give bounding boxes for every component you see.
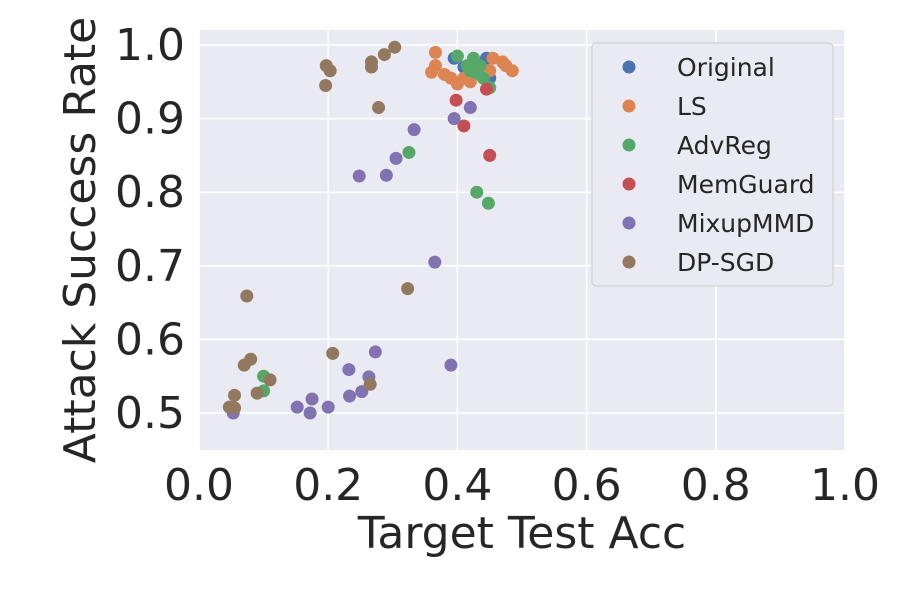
y-axis-label: Attack Success Rate (55, 17, 106, 463)
point-dp-sgd (363, 377, 377, 391)
point-mixupmmd (355, 385, 369, 399)
legend-box (591, 42, 834, 287)
point-advreg (450, 49, 464, 63)
point-dp-sgd (323, 64, 337, 78)
point-dp-sgd (372, 101, 386, 115)
legend: Original LS AdvReg MemGuard MixupMMD DP-SGD (591, 42, 834, 287)
x-tick-label: 1.0 (810, 460, 880, 511)
point-memguard (457, 119, 471, 133)
point-mixupmmd (389, 151, 403, 165)
legend-label-original: Original (677, 53, 775, 82)
point-advreg (473, 59, 487, 73)
x-tick-label: 0.8 (681, 460, 751, 511)
point-dp-sgd (240, 289, 254, 303)
point-dp-sgd (319, 78, 333, 92)
point-dp-sgd (228, 401, 242, 415)
point-mixupmmd (321, 400, 335, 414)
point-mixupmmd (428, 255, 442, 269)
point-advreg (481, 196, 495, 210)
point-dp-sgd (401, 282, 415, 296)
x-tick-label: 0.6 (552, 460, 622, 511)
y-tick-labels: 0.5 0.6 0.7 0.8 0.9 1.0 (115, 20, 185, 439)
legend-marker-memguard (622, 177, 636, 191)
point-mixupmmd (379, 168, 393, 182)
y-tick-label: 0.8 (115, 167, 185, 218)
point-memguard (449, 93, 463, 107)
point-memguard (479, 82, 493, 96)
point-dp-sgd (250, 386, 264, 400)
point-dp-sgd (326, 346, 340, 360)
point-mixupmmd (447, 112, 461, 126)
point-mixupmmd (303, 406, 317, 420)
point-dp-sgd (237, 358, 251, 372)
point-mixupmmd (290, 400, 304, 414)
point-mixupmmd (407, 123, 421, 137)
point-mixupmmd (463, 101, 477, 115)
data-points (222, 40, 519, 420)
point-mixupmmd (342, 363, 356, 377)
point-memguard (483, 148, 497, 162)
y-tick-label: 0.6 (115, 314, 185, 365)
y-tick-label: 0.7 (115, 241, 185, 292)
legend-label-advreg: AdvReg (677, 131, 772, 160)
point-advreg (476, 71, 490, 85)
point-mixupmmd (343, 389, 357, 403)
x-tick-labels: 0.0 0.2 0.4 0.6 0.8 1.0 (164, 460, 880, 511)
point-dp-sgd (388, 40, 402, 54)
point-mixupmmd (352, 169, 366, 183)
point-dp-sgd (228, 388, 242, 402)
point-dp-sgd (377, 48, 391, 62)
point-mixupmmd (305, 392, 319, 406)
y-tick-label: 1.0 (115, 20, 185, 71)
x-tick-label: 0.0 (164, 460, 234, 511)
point-mixupmmd (368, 345, 382, 359)
legend-marker-dp-sgd (622, 255, 636, 269)
legend-marker-advreg (622, 138, 636, 152)
y-tick-label: 0.5 (115, 388, 185, 439)
point-ls (505, 64, 519, 78)
x-axis-label: Target Test Acc (357, 508, 686, 559)
point-mixupmmd (444, 358, 458, 372)
point-ls (425, 65, 439, 79)
x-tick-label: 0.2 (293, 460, 363, 511)
point-advreg (402, 145, 416, 159)
legend-marker-original (622, 60, 636, 74)
legend-marker-ls (622, 99, 636, 113)
point-ls (428, 45, 442, 59)
legend-marker-mixupmmd (622, 216, 636, 230)
x-tick-label: 0.4 (422, 460, 492, 511)
legend-label-ls: LS (677, 92, 707, 121)
point-dp-sgd (364, 60, 378, 74)
legend-label-memguard: MemGuard (677, 170, 815, 199)
y-tick-label: 0.9 (115, 94, 185, 145)
point-advreg (470, 185, 484, 199)
legend-label-dp-sgd: DP-SGD (677, 248, 774, 277)
point-dp-sgd (263, 373, 277, 387)
legend-label-mixupmmd: MixupMMD (677, 209, 814, 238)
